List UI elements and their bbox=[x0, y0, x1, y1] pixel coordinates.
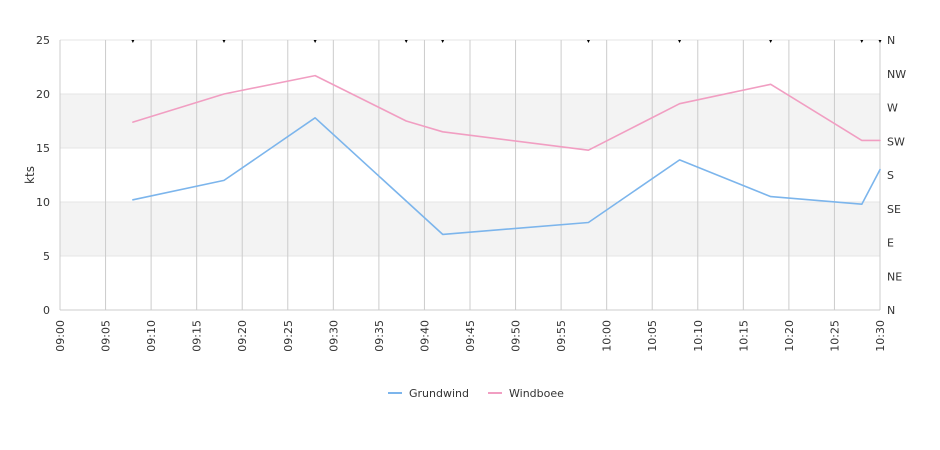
direction-markers bbox=[131, 40, 882, 43]
x-tick-label: 09:20 bbox=[236, 320, 249, 352]
x-tick-label: 09:25 bbox=[282, 320, 295, 352]
y-tick-label: 10 bbox=[36, 196, 50, 209]
x-tick-label: 09:00 bbox=[54, 320, 67, 352]
legend[interactable]: Grundwind Windboee bbox=[388, 387, 564, 400]
direction-marker bbox=[678, 40, 682, 43]
direction-marker bbox=[878, 40, 882, 43]
legend-item[interactable]: Windboee bbox=[488, 387, 564, 400]
y-right-axis-ticks: N NE E SE S SW W NW N bbox=[887, 34, 906, 317]
x-axis-ticks: 09:00 09:05 09:10 09:15 09:20 09:25 09:30 09:35… bbox=[54, 320, 887, 352]
direction-marker bbox=[586, 40, 590, 43]
y-axis-label: kts bbox=[23, 166, 37, 184]
y-tick-label: 5 bbox=[43, 250, 50, 263]
legend-label: Windboee bbox=[509, 387, 564, 400]
x-tick-label: 09:30 bbox=[327, 320, 340, 352]
x-tick-label: 10:30 bbox=[874, 320, 887, 352]
x-tick-label: 10:25 bbox=[828, 320, 841, 352]
y-right-tick-label: N bbox=[887, 34, 895, 47]
x-tick-label: 09:35 bbox=[373, 320, 386, 352]
direction-marker bbox=[222, 40, 226, 43]
x-tick-label: 09:10 bbox=[145, 320, 158, 352]
legend-label: Grundwind bbox=[409, 387, 469, 400]
x-tick-label: 10:20 bbox=[783, 320, 796, 352]
y-right-tick-label: W bbox=[887, 102, 898, 115]
y-tick-label: 0 bbox=[43, 304, 50, 317]
y-right-tick-label: S bbox=[887, 169, 894, 182]
legend-item[interactable]: Grundwind bbox=[388, 387, 469, 400]
y-tick-label: 25 bbox=[36, 34, 50, 47]
vertical-gridlines bbox=[59, 40, 881, 310]
x-tick-label: 09:15 bbox=[191, 320, 204, 352]
x-tick-label: 10:15 bbox=[737, 320, 750, 352]
y-right-tick-label: NE bbox=[887, 270, 902, 283]
x-tick-label: 09:40 bbox=[418, 320, 431, 352]
direction-marker bbox=[441, 40, 445, 43]
x-tick-label: 10:05 bbox=[646, 320, 659, 352]
direction-marker bbox=[860, 40, 864, 43]
direction-marker bbox=[131, 40, 135, 43]
series-line-0 bbox=[132, 117, 881, 236]
y-right-tick-label: NW bbox=[887, 68, 906, 81]
direction-marker bbox=[404, 40, 408, 43]
direction-marker bbox=[769, 40, 773, 43]
y-right-tick-label: E bbox=[887, 237, 894, 250]
y-right-tick-label: N bbox=[887, 304, 895, 317]
y-tick-label: 15 bbox=[36, 142, 50, 155]
series-lines bbox=[132, 74, 881, 236]
x-tick-label: 09:50 bbox=[510, 320, 523, 352]
x-tick-label: 09:45 bbox=[464, 320, 477, 352]
y-right-tick-label: SE bbox=[887, 203, 901, 216]
y-axis-ticks: 0 5 10 15 20 25 bbox=[36, 34, 50, 317]
y-right-tick-label: SW bbox=[887, 135, 905, 148]
x-tick-label: 10:10 bbox=[692, 320, 705, 352]
x-tick-label: 10:00 bbox=[601, 320, 614, 352]
y-tick-label: 20 bbox=[36, 88, 50, 101]
x-tick-label: 09:05 bbox=[100, 320, 113, 352]
axes bbox=[59, 40, 880, 311]
series-line-1 bbox=[132, 74, 881, 151]
x-tick-label: 09:55 bbox=[555, 320, 568, 352]
direction-marker bbox=[313, 40, 317, 43]
